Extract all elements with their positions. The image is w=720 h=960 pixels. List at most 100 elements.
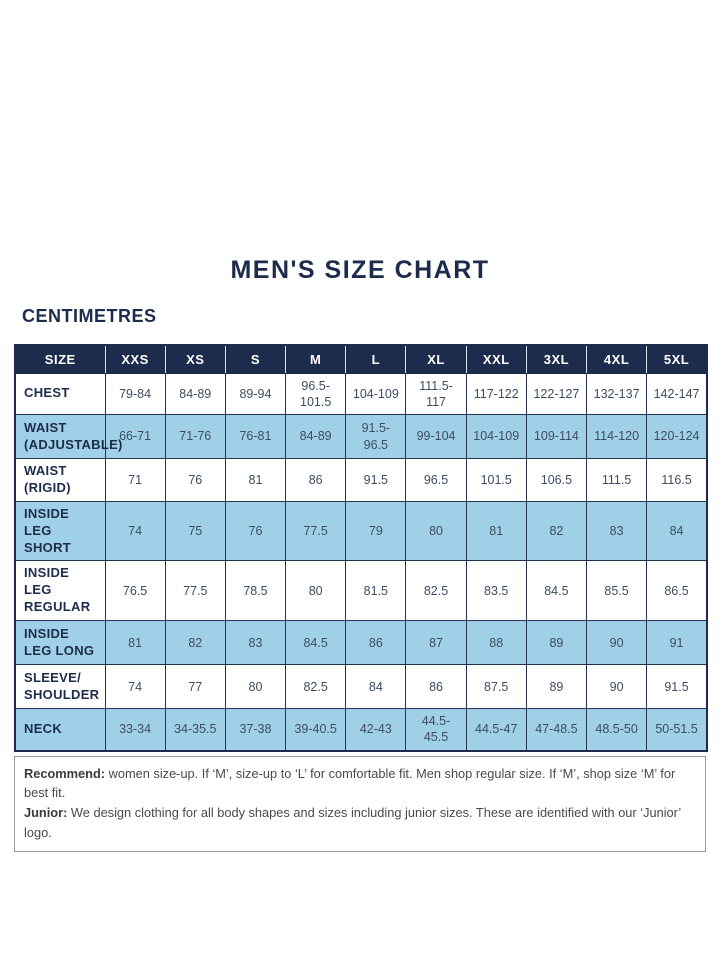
cell-neck-4xl: 48.5-50 (585, 708, 648, 752)
cell-inside-leg-regular-xxl: 83.5 (465, 560, 527, 622)
footer-note-box: Recommend: women size-up. If ‘M’, size-u… (14, 755, 706, 852)
cell-inside-leg-regular-s: 78.5 (224, 560, 287, 622)
cell-chest-5xl: 142-147 (646, 372, 708, 415)
cell-waist-adjustable-4xl: 114-120 (585, 414, 648, 459)
cell-inside-leg-long-xxl: 88 (465, 620, 527, 666)
recommend-note: Recommend: women size-up. If ‘M’, size-u… (24, 764, 696, 804)
cell-waist-rigid-s: 81 (224, 458, 287, 502)
cell-waist-rigid-m: 86 (285, 458, 347, 502)
cell-inside-leg-short-m: 77.5 (285, 500, 347, 562)
cell-neck-5xl: 50-51.5 (646, 708, 708, 752)
cell-neck-m: 39-40.5 (285, 708, 347, 752)
cell-sleeve-shoulder-xxl: 87.5 (465, 664, 527, 710)
cell-inside-leg-regular-4xl: 85.5 (585, 560, 648, 622)
cell-waist-rigid-xxs: 71 (104, 458, 166, 502)
unit-label-centimetres: CENTIMETRES (22, 306, 157, 326)
row-label-waist-rigid: WAIST (RIGID) (14, 458, 106, 502)
cell-waist-adjustable-m: 84-89 (285, 414, 347, 459)
cell-waist-adjustable-s: 76-81 (224, 414, 287, 459)
cell-inside-leg-long-4xl: 90 (585, 620, 648, 666)
cell-inside-leg-short-xxl: 81 (465, 500, 527, 562)
cell-inside-leg-long-s: 83 (224, 620, 287, 666)
junior-label: Junior: (24, 805, 68, 821)
column-header-xs: XS (164, 345, 226, 374)
cell-inside-leg-regular-xl: 82.5 (405, 560, 467, 622)
cell-waist-rigid-xxl: 101.5 (465, 458, 527, 502)
cell-chest-xxl: 117-122 (465, 372, 527, 415)
row-label-inside-leg-short: INSIDE LEG SHORT (14, 500, 106, 562)
row-label-inside-leg-regular: INSIDE LEG REGULAR (14, 560, 106, 622)
page-title: MEN'S SIZE CHART (230, 256, 490, 284)
junior-note: Junior: We design clothing for all body … (24, 803, 696, 843)
cell-inside-leg-regular-xs: 77.5 (164, 560, 226, 622)
cell-neck-l: 42-43 (345, 708, 407, 752)
row-label-chest: CHEST (14, 372, 106, 415)
column-header-4xl: 4XL (585, 345, 647, 374)
table-row-waist-adjustable: WAIST (ADJUSTABLE) 66-71 71-76 76-81 84-89 91… (14, 414, 708, 459)
cell-inside-leg-long-xxs: 81 (104, 620, 166, 666)
cell-inside-leg-long-xl: 87 (405, 620, 467, 666)
table-row-sleeve-shoulder: SLEEVE/ SHOULDER 74 77 80 82.5 84 86 87.5 89 90 91… (14, 664, 708, 710)
cell-inside-leg-regular-3xl: 84.5 (525, 560, 588, 622)
cell-waist-adjustable-xxl: 104-109 (465, 414, 527, 459)
junior-text: We design clothing for all body shapes a… (24, 805, 681, 841)
cell-inside-leg-short-xxs: 74 (104, 500, 166, 562)
cell-inside-leg-short-s: 76 (224, 500, 287, 562)
cell-waist-adjustable-xs: 71-76 (164, 414, 226, 459)
cell-waist-adjustable-xxs: 66-71 (104, 414, 166, 459)
row-label-sleeve-shoulder: SLEEVE/ SHOULDER (14, 664, 106, 710)
table-row-chest: CHEST 79-84 84-89 89-94 96.5-101.5 104-109 111… (14, 372, 708, 415)
cell-chest-xxs: 79-84 (104, 372, 166, 415)
cell-inside-leg-long-m: 84.5 (285, 620, 347, 666)
cell-waist-adjustable-3xl: 109-114 (525, 414, 588, 459)
row-label-neck: NECK (14, 708, 106, 752)
cell-inside-leg-long-5xl: 91 (646, 620, 708, 666)
cell-chest-3xl: 122-127 (525, 372, 588, 415)
cell-inside-leg-regular-5xl: 86.5 (646, 560, 708, 622)
cell-waist-adjustable-l: 91.5-96.5 (345, 414, 407, 459)
cell-inside-leg-short-5xl: 84 (646, 500, 708, 562)
row-label-inside-leg-long: INSIDE LEG LONG (14, 620, 106, 666)
cell-sleeve-shoulder-m: 82.5 (285, 664, 347, 710)
cell-neck-s: 37-38 (224, 708, 287, 752)
cell-inside-leg-short-l: 79 (345, 500, 407, 562)
page-content: MEN'S SIZE CHART CENTIMETRES SIZE XXS XS S M… (14, 256, 708, 852)
cell-inside-leg-regular-m: 80 (285, 560, 347, 622)
cell-inside-leg-long-3xl: 89 (525, 620, 588, 666)
cell-waist-rigid-5xl: 116.5 (646, 458, 708, 502)
cell-inside-leg-short-xs: 75 (164, 500, 226, 562)
size-table-body: CHEST 79-84 84-89 89-94 96.5-101.5 104-109 111… (14, 372, 708, 752)
column-header-l: L (345, 345, 406, 374)
column-header-3xl: 3XL (525, 345, 587, 374)
row-label-waist-adjustable: WAIST (ADJUSTABLE) (14, 414, 122, 459)
cell-waist-rigid-xs: 76 (164, 458, 226, 502)
table-row-waist-rigid: WAIST (RIGID) 71 76 81 86 91.5 96.5 101.5 106.5 1… (14, 458, 708, 502)
cell-inside-leg-long-xs: 82 (164, 620, 226, 666)
cell-inside-leg-regular-l: 81.5 (345, 560, 407, 622)
column-header-size: SIZE (15, 345, 105, 374)
cell-chest-m: 96.5-101.5 (285, 372, 347, 415)
cell-waist-rigid-3xl: 106.5 (525, 458, 588, 502)
cell-sleeve-shoulder-xs: 77 (164, 664, 226, 710)
cell-chest-xl: 111.5-117 (405, 372, 467, 415)
table-row-inside-leg-long: INSIDE LEG LONG 81 82 83 84.5 86 87 88 89 90 91 (14, 620, 708, 666)
table-row-inside-leg-regular: INSIDE LEG REGULAR 76.5 77.5 78.5 80 81.5 82.5… (14, 560, 708, 622)
cell-inside-leg-regular-xxs: 76.5 (104, 560, 166, 622)
cell-neck-xl: 44.5-45.5 (405, 708, 467, 752)
cell-sleeve-shoulder-s: 80 (224, 664, 287, 710)
cell-inside-leg-short-3xl: 82 (525, 500, 588, 562)
cell-neck-xxs: 33-34 (104, 708, 166, 752)
column-header-m: M (285, 345, 346, 374)
cell-sleeve-shoulder-xxs: 74 (104, 664, 166, 710)
cell-waist-rigid-4xl: 111.5 (585, 458, 648, 502)
column-header-xxl: XXL (465, 345, 527, 374)
cell-sleeve-shoulder-4xl: 90 (585, 664, 648, 710)
cell-chest-4xl: 132-137 (585, 372, 648, 415)
cell-neck-xxl: 44.5-47 (465, 708, 527, 752)
cell-inside-leg-short-4xl: 83 (585, 500, 648, 562)
column-header-xxs: XXS (104, 345, 166, 374)
recommend-label: Recommend: (24, 765, 106, 781)
cell-chest-l: 104-109 (345, 372, 407, 415)
column-header-xl: XL (405, 345, 467, 374)
column-header-5xl: 5XL (646, 345, 707, 374)
